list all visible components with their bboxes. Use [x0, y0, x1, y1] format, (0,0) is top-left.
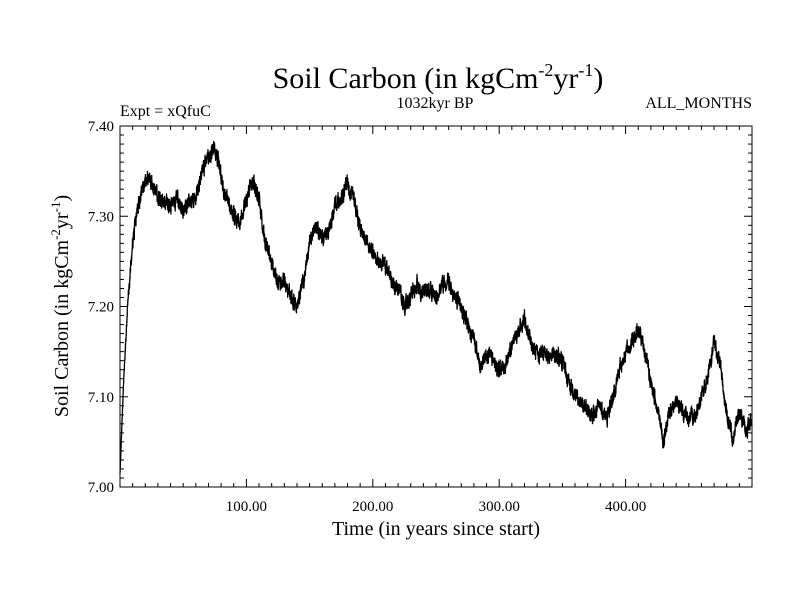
x-tick-label: 100.00	[226, 499, 267, 515]
x-axis-label: Time (in years since start)	[332, 518, 540, 540]
y-tick-label: 7.00	[88, 480, 114, 496]
plot-layer: 100.00 200.00 300.00 400.00 7.00 7.10 7.20 7.30…	[88, 119, 753, 515]
x-tick-label: 200.00	[352, 499, 393, 515]
experiment-label: Expt = xQfuC	[120, 103, 211, 120]
y-tick-label: 7.10	[88, 390, 114, 406]
y-tick-label: 7.20	[88, 300, 114, 316]
y-tick-label: 7.40	[88, 119, 114, 135]
y-axis-label: Soil Carbon (in kgCm-2yr-1)	[48, 195, 73, 417]
soil-carbon-series-line	[119, 140, 753, 474]
months-label: ALL_MONTHS	[645, 95, 752, 112]
x-tick-label: 300.00	[479, 499, 520, 515]
period-label: 1032kyr BP	[397, 95, 474, 112]
y-tick-label: 7.30	[88, 209, 114, 225]
plot-frame	[119, 125, 753, 488]
x-tick-label: 400.00	[605, 499, 646, 515]
chart-title: Soil Carbon (in kgCm-2yr-1)	[273, 60, 604, 95]
